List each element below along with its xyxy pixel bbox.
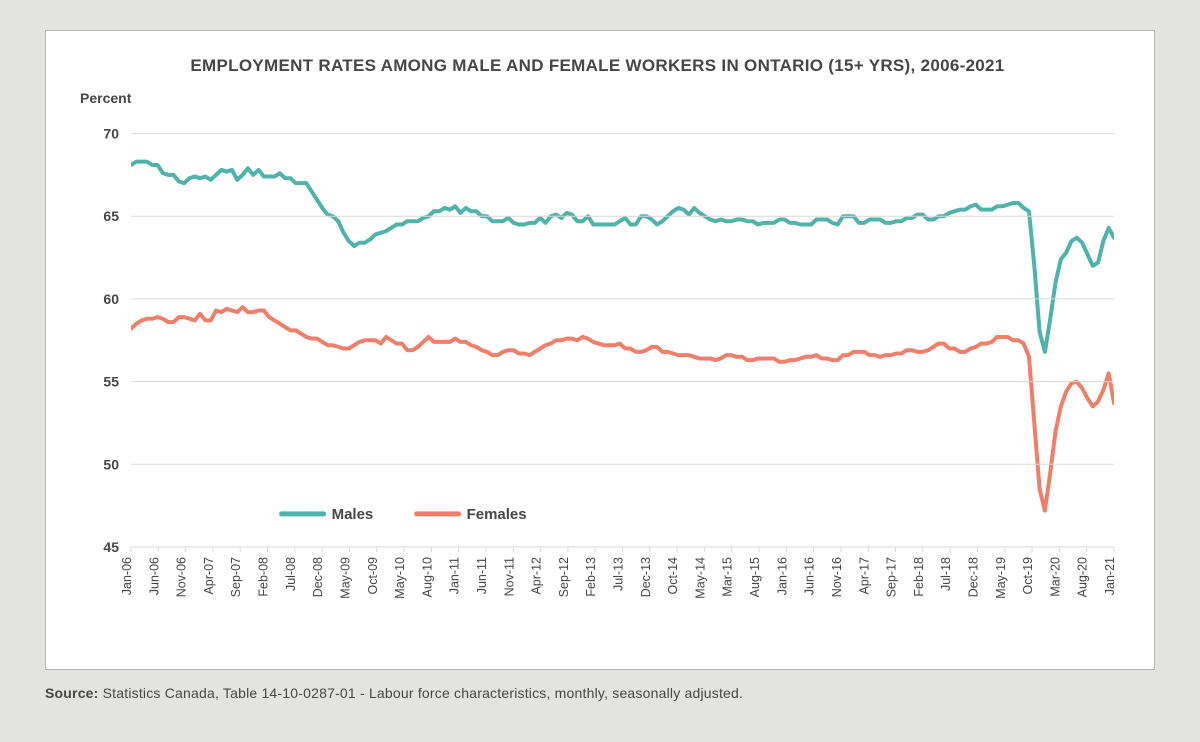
svg-text:Aug-10: Aug-10 xyxy=(420,557,434,597)
svg-text:Jun-16: Jun-16 xyxy=(803,557,817,595)
svg-text:Jul-18: Jul-18 xyxy=(939,557,953,591)
svg-text:Nov-06: Nov-06 xyxy=(175,557,189,597)
chart-title: EMPLOYMENT RATES AMONG MALE AND FEMALE W… xyxy=(76,56,1119,76)
chart-card: EMPLOYMENT RATES AMONG MALE AND FEMALE W… xyxy=(45,30,1155,670)
svg-text:Feb-13: Feb-13 xyxy=(584,557,598,597)
svg-text:Apr-12: Apr-12 xyxy=(530,557,544,595)
svg-text:50: 50 xyxy=(103,456,119,472)
svg-text:Jan-21: Jan-21 xyxy=(1103,557,1117,595)
source-text: Statistics Canada, Table 14-10-0287-01 -… xyxy=(99,685,744,701)
svg-text:Oct-14: Oct-14 xyxy=(666,557,680,595)
svg-text:Oct-19: Oct-19 xyxy=(1021,557,1035,595)
svg-text:Oct-09: Oct-09 xyxy=(366,557,380,595)
svg-text:Dec-13: Dec-13 xyxy=(639,557,653,597)
svg-text:Jan-11: Jan-11 xyxy=(448,557,462,594)
axes-svg: 45 50 55 60 65 70 Jan-06 Jun-06 Nov-06 Apr-07 Sep-… xyxy=(76,112,1119,642)
plot-wrap: 45 50 55 60 65 70 Jan-06 Jun-06 Nov-06 Apr-07 Sep-… xyxy=(76,112,1119,642)
source-label: Source: xyxy=(45,685,99,701)
svg-text:Sep-12: Sep-12 xyxy=(557,557,571,597)
y-axis-title: Percent xyxy=(80,90,1119,106)
svg-text:Dec-18: Dec-18 xyxy=(966,557,980,597)
svg-text:May-19: May-19 xyxy=(994,557,1008,599)
svg-text:Feb-08: Feb-08 xyxy=(257,557,271,597)
svg-text:Females: Females xyxy=(467,506,527,523)
svg-text:Nov-11: Nov-11 xyxy=(502,557,516,596)
svg-text:70: 70 xyxy=(103,126,119,142)
svg-text:60: 60 xyxy=(103,291,119,307)
svg-text:Jun-11: Jun-11 xyxy=(475,557,489,594)
svg-text:Apr-07: Apr-07 xyxy=(202,557,216,595)
svg-text:55: 55 xyxy=(103,374,119,390)
svg-text:Sep-07: Sep-07 xyxy=(229,557,243,597)
page: EMPLOYMENT RATES AMONG MALE AND FEMALE W… xyxy=(0,0,1200,742)
svg-text:Aug-15: Aug-15 xyxy=(748,557,762,597)
svg-text:Jul-08: Jul-08 xyxy=(284,557,298,591)
svg-text:45: 45 xyxy=(103,539,119,555)
svg-text:May-10: May-10 xyxy=(393,557,407,599)
svg-text:Feb-18: Feb-18 xyxy=(912,557,926,597)
svg-text:Mar-15: Mar-15 xyxy=(721,557,735,597)
svg-text:Sep-17: Sep-17 xyxy=(885,557,899,597)
svg-text:Mar-20: Mar-20 xyxy=(1048,557,1062,597)
svg-text:65: 65 xyxy=(103,208,119,224)
svg-text:Males: Males xyxy=(332,506,374,523)
svg-text:Jul-13: Jul-13 xyxy=(612,557,626,591)
svg-text:Apr-17: Apr-17 xyxy=(857,557,871,595)
svg-text:May-09: May-09 xyxy=(338,557,352,599)
svg-text:Jan-16: Jan-16 xyxy=(775,557,789,595)
svg-text:Nov-16: Nov-16 xyxy=(830,557,844,597)
svg-text:Jan-06: Jan-06 xyxy=(120,557,134,595)
svg-text:Jun-06: Jun-06 xyxy=(147,557,161,595)
source-line: Source: Statistics Canada, Table 14-10-0… xyxy=(45,685,1155,701)
svg-text:Aug-20: Aug-20 xyxy=(1076,557,1090,597)
svg-text:Dec-08: Dec-08 xyxy=(311,557,325,597)
svg-text:May-14: May-14 xyxy=(693,557,707,599)
